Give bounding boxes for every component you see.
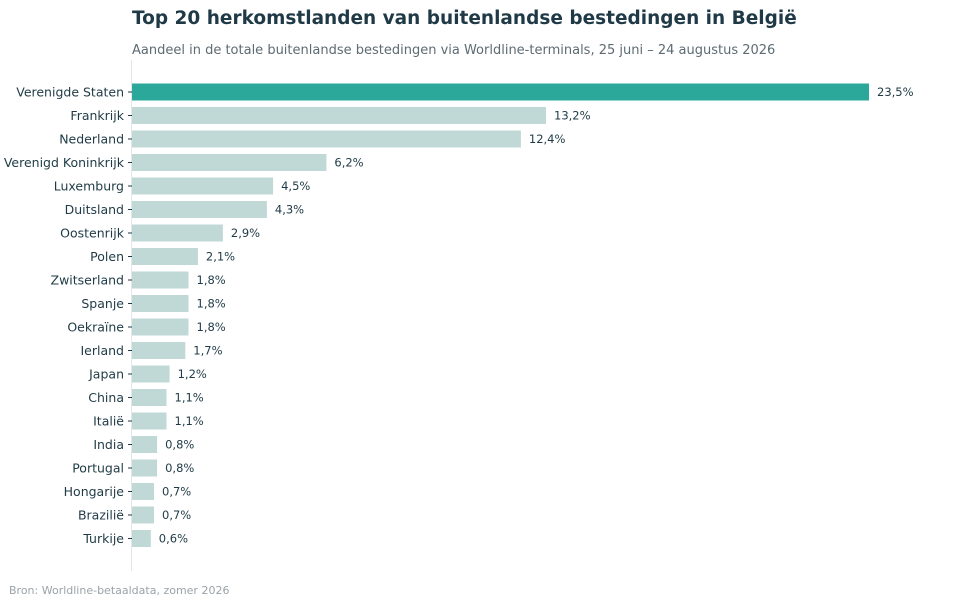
bar-11 — [132, 318, 189, 336]
value-label-9: 1,8% — [197, 273, 226, 287]
category-label-14: China — [88, 390, 124, 405]
source-note: Bron: Worldline-betaaldata, zomer 2026 — [9, 584, 230, 597]
value-label-2: 13,2% — [554, 109, 591, 123]
category-label-12: Ierland — [80, 343, 124, 358]
category-label-4: Verenigd Koninkrijk — [4, 155, 125, 170]
bar-17 — [132, 459, 158, 477]
category-label-8: Polen — [90, 249, 124, 264]
value-label-3: 12,4% — [529, 132, 566, 146]
value-label-1: 23,5% — [877, 85, 914, 99]
value-label-14: 1,1% — [175, 391, 204, 405]
category-label-16: India — [93, 437, 124, 452]
category-label-18: Hongarije — [64, 484, 125, 499]
value-label-5: 4,5% — [281, 179, 310, 193]
bar-8 — [132, 248, 198, 265]
bar-15 — [132, 412, 167, 430]
value-label-17: 0,8% — [165, 461, 194, 475]
bar-2 — [132, 107, 546, 124]
bar-16 — [132, 436, 158, 453]
category-label-9: Zwitserland — [51, 273, 125, 288]
category-label-19: Brazilië — [78, 508, 124, 523]
value-label-18: 0,7% — [162, 485, 191, 499]
value-label-6: 4,3% — [275, 203, 304, 217]
category-label-20: Turkije — [82, 531, 124, 546]
value-label-16: 0,8% — [165, 438, 194, 452]
value-label-20: 0,6% — [159, 532, 188, 546]
value-label-8: 2,1% — [206, 250, 235, 264]
category-label-6: Duitsland — [65, 202, 124, 217]
value-label-11: 1,8% — [197, 320, 226, 334]
bar-10 — [132, 295, 189, 312]
category-label-10: Spanje — [81, 296, 124, 311]
bar-5 — [132, 177, 274, 195]
value-label-19: 0,7% — [162, 508, 191, 522]
bar-7 — [132, 224, 223, 242]
value-label-15: 1,1% — [175, 414, 204, 428]
bar-12 — [132, 342, 186, 359]
category-label-2: Frankrijk — [70, 108, 124, 123]
value-label-4: 6,2% — [334, 156, 363, 170]
bar-20 — [132, 530, 151, 547]
bar-13 — [132, 365, 170, 383]
bar-19 — [132, 506, 154, 524]
bars-layer: Verenigde Staten 23,5% Frankrijk 13,2% Neder… — [4, 83, 914, 547]
bar-6 — [132, 201, 267, 218]
bar-3 — [132, 130, 521, 148]
chart-subtitle: Aandeel in de totale buitenlandse bested… — [132, 43, 776, 58]
category-label-3: Nederland — [59, 132, 124, 147]
value-label-12: 1,7% — [193, 344, 222, 358]
value-label-10: 1,8% — [197, 297, 226, 311]
category-label-7: Oostenrijk — [60, 226, 125, 241]
value-label-13: 1,2% — [178, 367, 207, 381]
category-label-1: Verenigde Staten — [16, 85, 124, 100]
bar-4 — [132, 154, 327, 171]
category-label-17: Portugal — [72, 461, 124, 476]
category-label-11: Oekraïne — [67, 320, 124, 335]
bar-14 — [132, 389, 167, 406]
bar-9 — [132, 271, 189, 289]
category-label-15: Italië — [93, 414, 124, 429]
category-label-5: Luxemburg — [54, 179, 124, 194]
bar-18 — [132, 483, 154, 500]
category-label-13: Japan — [88, 367, 124, 382]
value-label-7: 2,9% — [231, 226, 260, 240]
bar-1 — [132, 83, 869, 101]
chart-title: Top 20 herkomstlanden van buitenlandse b… — [132, 8, 797, 29]
